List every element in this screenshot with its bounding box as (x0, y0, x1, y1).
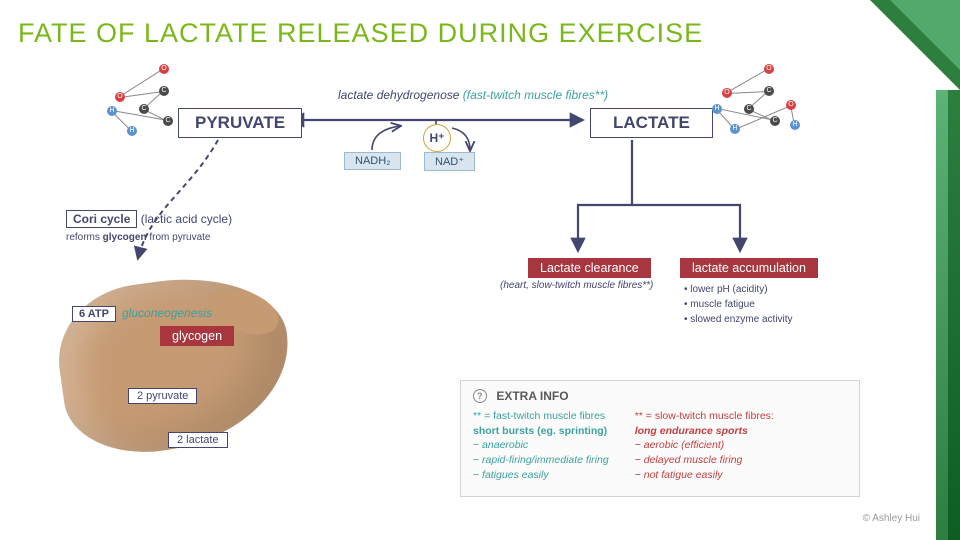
cori-title: Cori cycle (66, 210, 137, 228)
pyr2-box: 2 pyruvate (128, 388, 197, 404)
lactate-box: LACTATE (590, 108, 713, 138)
cori-subtitle: (lactic acid cycle) (141, 212, 232, 226)
col2-a: long endurance sports (635, 424, 774, 439)
lactate-accum-box: lactate accumulation (680, 258, 818, 278)
extra-info-header: ? EXTRA INFO (473, 389, 847, 403)
cori-title-row: Cori cycle (lactic acid cycle) (66, 212, 232, 226)
nad-box: NAD⁺ (424, 152, 475, 171)
ldh-fibres: (fast-twitch muscle fibres**) (463, 88, 608, 102)
pyruvate-molecule: OOCCCHH (115, 64, 195, 144)
col2-c: − delayed muscle firing (635, 453, 774, 468)
col1-c: − rapid-firing/immediate firing (473, 453, 609, 468)
pyruvate-box: PYRUVATE (178, 108, 302, 138)
col2-d: − not fatigue easily (635, 468, 774, 483)
cori-desc: reforms glycogen from pyruvate (66, 232, 211, 243)
copyright: © Ashley Hui (863, 513, 920, 524)
ldh-enzyme: lactate dehydrogenose (338, 88, 459, 102)
accum-b2: • muscle fatigue (684, 297, 793, 312)
accum-b1: • lower pH (acidity) (684, 282, 793, 297)
extra-col-slow: ** = slow-twitch muscle fibres: long end… (635, 409, 774, 482)
extra-info-box: ? EXTRA INFO ** = fast-twitch muscle fib… (460, 380, 860, 497)
glycogen-box: glycogen (160, 326, 234, 346)
cori-desc-c: from pyruvate (147, 232, 211, 243)
accum-bullets: • lower pH (acidity) • muscle fatigue • … (684, 282, 793, 327)
col1-hdr: ** = fast-twitch muscle fibres (473, 409, 609, 424)
lac2-box: 2 lactate (168, 432, 228, 448)
ldh-label: lactate dehydrogenose (fast-twitch muscl… (338, 88, 608, 102)
nadh-box: NADH₂ (344, 152, 401, 170)
col1-a: short bursts (eg. sprinting) (473, 424, 609, 439)
lactate-molecule: OOCCCHHOH (720, 64, 810, 144)
col2-hdr: ** = slow-twitch muscle fibres: (635, 409, 774, 424)
cori-desc-b: glycogen (103, 232, 147, 243)
col2-b: − aerobic (efficient) (635, 438, 774, 453)
cori-desc-a: reforms (66, 232, 103, 243)
gluconeogenesis-label: gluconeogenesis (122, 306, 212, 320)
col1-b: − anaerobic (473, 438, 609, 453)
col1-d: − fatigues easily (473, 468, 609, 483)
lactate-clearance-box: Lactate clearance (528, 258, 651, 278)
hplus-circle: H⁺ (423, 124, 451, 152)
accum-b3: • slowed enzyme activity (684, 312, 793, 327)
extra-info-title: EXTRA INFO (496, 389, 568, 403)
extra-col-fast: ** = fast-twitch muscle fibres short bur… (473, 409, 609, 482)
atp6-box: 6 ATP (72, 306, 116, 322)
lactate-clearance-sub: (heart, slow-twitch muscle fibres**) (500, 280, 653, 291)
